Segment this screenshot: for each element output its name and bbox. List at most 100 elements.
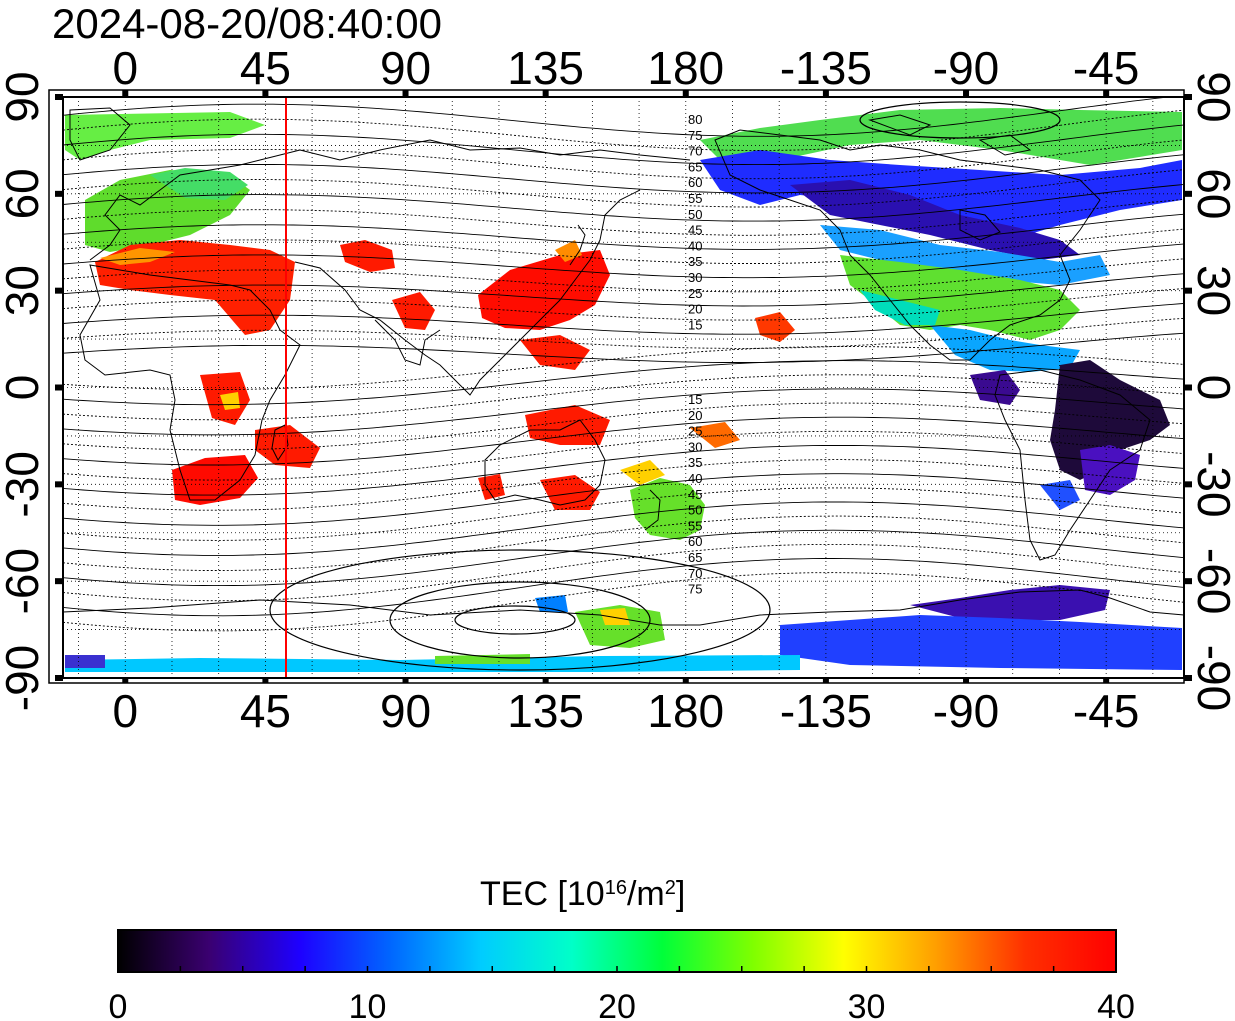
magnetic-contour-line bbox=[63, 572, 1184, 632]
magnetic-contour-line bbox=[63, 97, 1172, 137]
magnetic-contour-line bbox=[63, 273, 1184, 307]
contour-label: 70 bbox=[688, 566, 702, 581]
magnetic-contour-line bbox=[63, 430, 1184, 481]
lat-tick-label: 0 bbox=[0, 375, 48, 401]
contour-label: 20 bbox=[688, 302, 702, 317]
tec-patch-north-atlantic bbox=[65, 112, 265, 160]
contour-label: 70 bbox=[688, 144, 702, 159]
lon-tick-label: -90 bbox=[933, 42, 999, 94]
magnetic-contour-line bbox=[63, 124, 1184, 166]
coastline-north-america bbox=[714, 129, 1101, 361]
contour-label: 65 bbox=[688, 159, 702, 174]
contour-label: 75 bbox=[688, 582, 702, 597]
coastline-africa bbox=[79, 264, 301, 501]
top-longitude-axis: 0 45 90 135 180 -135 -90 -45 bbox=[112, 42, 1139, 97]
magnetic-contour-line bbox=[63, 487, 1184, 541]
lon-tick-label: -45 bbox=[1073, 42, 1139, 94]
lon-tick-label: 90 bbox=[380, 42, 431, 94]
contour-label: 20 bbox=[688, 408, 702, 423]
lat-tick-label: 90 bbox=[1188, 71, 1235, 122]
tec-patch-canada-dark bbox=[790, 180, 1080, 260]
contour-label: 25 bbox=[688, 286, 702, 301]
magnetic-contour-line bbox=[63, 543, 1184, 602]
contour-label: 65 bbox=[688, 550, 702, 565]
contour-label: 30 bbox=[688, 439, 702, 454]
contour-label: 45 bbox=[688, 223, 702, 238]
tec-patch-tasman-yellow bbox=[620, 460, 665, 485]
coastline-india bbox=[374, 319, 441, 366]
tec-patch-antarctic-east-blue bbox=[65, 655, 105, 668]
contour-label: 30 bbox=[688, 270, 702, 285]
magnetic-contour-line bbox=[63, 228, 1184, 264]
lon-tick-label: 45 bbox=[240, 685, 291, 737]
contour-label: 45 bbox=[688, 487, 702, 502]
contour-label: 25 bbox=[688, 424, 702, 439]
tec-patch-east-africa-yellow bbox=[220, 392, 240, 410]
tec-patch-alaska-blue bbox=[700, 150, 1182, 240]
tec-patch-antarctic-green bbox=[575, 605, 665, 648]
lat-tick-label: -90 bbox=[0, 645, 48, 711]
magnetic-contour-line bbox=[63, 303, 1184, 335]
magnetic-contour-line bbox=[63, 317, 1184, 349]
lon-tick-label: 90 bbox=[380, 685, 431, 737]
colorbar-tick-label: 20 bbox=[598, 988, 636, 1021]
tec-patch-pacific-orange bbox=[690, 422, 740, 448]
colorbar: TEC [1016/m2] 0 10 20 30 40 bbox=[109, 875, 1135, 1021]
tec-patch-antarctic-green-2 bbox=[435, 654, 530, 664]
contour-label: 60 bbox=[688, 175, 702, 190]
magnetic-contour-line bbox=[63, 374, 1184, 421]
coastline-europe bbox=[89, 139, 691, 261]
magnetic-contour-line bbox=[63, 501, 1184, 556]
contour-label: 15 bbox=[688, 317, 702, 332]
magnetic-pole-contour bbox=[859, 101, 1061, 139]
tec-patch-scandinavia bbox=[150, 168, 248, 200]
magnetic-contour-line bbox=[63, 109, 1184, 151]
lat-tick-label: 60 bbox=[1188, 168, 1235, 219]
tec-patch-new-zealand bbox=[630, 478, 705, 540]
magnetic-contour-line bbox=[63, 360, 1184, 406]
right-latitude-axis: 90 60 30 0 -30 -60 -90 bbox=[1184, 71, 1235, 711]
lat-tick-label: 60 bbox=[0, 168, 48, 219]
lat-tick-label: 0 bbox=[1188, 375, 1235, 401]
lat-tick-label: -60 bbox=[0, 548, 48, 614]
contour-label: 60 bbox=[688, 534, 702, 549]
contour-label: 80 bbox=[688, 112, 702, 127]
coastline-greenland bbox=[69, 107, 131, 161]
lon-tick-label: -45 bbox=[1073, 685, 1139, 737]
lon-tick-label: 45 bbox=[240, 42, 291, 94]
coastline-asia bbox=[294, 189, 641, 396]
bottom-longitude-axis: 0 45 90 135 180 -135 -90 -45 bbox=[112, 678, 1139, 737]
contour-label: 55 bbox=[688, 191, 702, 206]
lon-tick-label: 135 bbox=[507, 685, 584, 737]
lon-tick-label: -135 bbox=[780, 42, 872, 94]
contour-label: 40 bbox=[688, 238, 702, 253]
tec-patch-canada-cyan bbox=[820, 225, 1110, 285]
tec-patch-india bbox=[392, 292, 435, 330]
lat-tick-label: 90 bbox=[0, 71, 48, 122]
coastline-australia bbox=[484, 419, 606, 506]
tec-patch-antarctic-west-purple bbox=[910, 585, 1110, 620]
contour-label: 35 bbox=[688, 455, 702, 470]
lat-tick-label: 30 bbox=[0, 265, 48, 316]
coastlines bbox=[63, 107, 1184, 626]
tec-patch-bering bbox=[700, 108, 1182, 165]
magnetic-contour-line bbox=[63, 332, 1184, 363]
magnetic-contour-line bbox=[63, 154, 1184, 194]
lon-tick-label: 0 bbox=[112, 42, 138, 94]
magnetic-contour-line bbox=[63, 288, 1184, 321]
lon-tick-label: 0 bbox=[112, 685, 138, 737]
tec-patch-antarctic-yellow bbox=[600, 608, 630, 625]
coastline-antarctica bbox=[63, 589, 1184, 626]
contour-label: 40 bbox=[688, 471, 702, 486]
lon-tick-label: 135 bbox=[507, 42, 584, 94]
colorbar-title: TEC [1016/m2] bbox=[480, 875, 685, 913]
magnetic-contour-line bbox=[63, 213, 1184, 250]
contour-label: 75 bbox=[688, 128, 702, 143]
magnetic-contour-line bbox=[63, 459, 1184, 511]
tec-patch-mediterranean bbox=[95, 240, 295, 335]
colorbar-ticks: 0 10 20 30 40 bbox=[109, 966, 1135, 1021]
tec-patch-north-america-cyan bbox=[860, 290, 940, 325]
coastline-arctic-islands bbox=[868, 114, 1032, 156]
magnetic-contour-line bbox=[63, 243, 1184, 279]
